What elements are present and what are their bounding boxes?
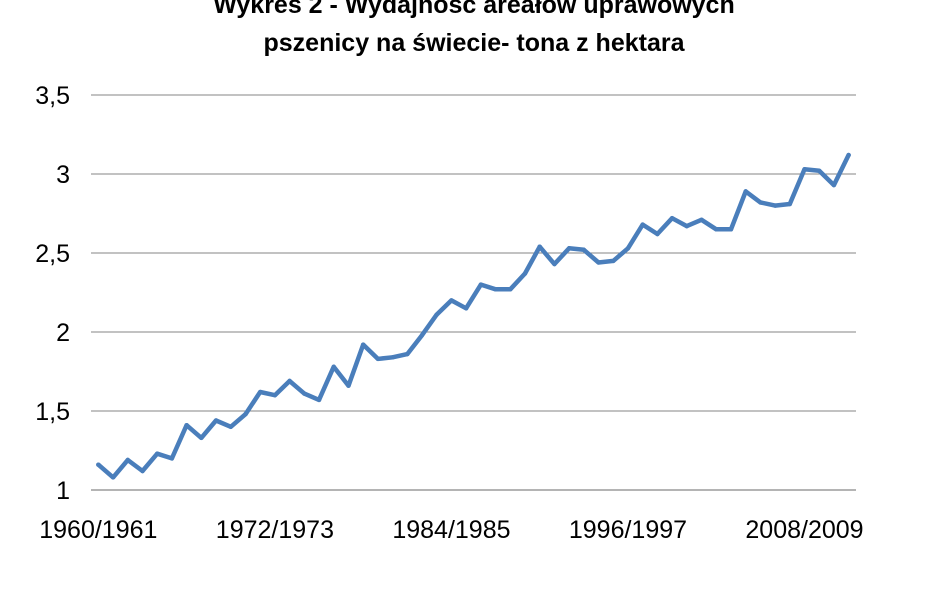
gridlines <box>91 94 856 412</box>
chart-title: Wykres 2 - Wydajność areałów uprawowych … <box>0 0 948 62</box>
data-point <box>169 456 175 461</box>
data-point <box>155 451 160 456</box>
data-point <box>110 475 116 480</box>
data-point <box>566 246 572 251</box>
data-point <box>478 282 484 287</box>
data-point <box>316 397 322 403</box>
data-point <box>714 227 719 232</box>
data-point <box>243 411 248 417</box>
y-tick-label: 1 <box>56 477 70 505</box>
data-point <box>140 468 145 474</box>
data-point <box>655 231 660 237</box>
data-point <box>96 462 101 467</box>
series-line <box>96 152 851 480</box>
data-point <box>302 391 307 396</box>
chart-title-line2: pszenicy na świecie- tona z hektara <box>263 29 685 57</box>
data-point <box>758 200 763 205</box>
data-point <box>625 246 631 251</box>
chart-title-line1: Wykres 2 - Wydajność areałów uprawowych <box>213 0 735 19</box>
data-point <box>802 167 807 172</box>
data-point <box>463 306 469 311</box>
data-point <box>611 258 616 264</box>
data-point <box>684 223 690 229</box>
data-point <box>257 389 263 395</box>
data-point <box>581 247 587 253</box>
data-point <box>552 261 557 267</box>
data-point <box>669 216 675 221</box>
data-point <box>831 182 837 188</box>
data-point <box>199 435 204 441</box>
data-point <box>817 168 822 174</box>
x-tick-label: 1984/1985 <box>392 516 510 544</box>
data-point <box>272 393 278 398</box>
data-point <box>287 378 292 384</box>
data-point <box>125 457 130 463</box>
data-point <box>449 298 454 303</box>
data-point <box>846 152 851 158</box>
x-axis-ticks: 1960/1961 1972/1973 1984/1985 1996/1997 2008… <box>39 516 863 544</box>
data-point <box>375 356 381 362</box>
data-point <box>537 244 542 249</box>
data-point <box>699 217 704 223</box>
x-tick-label: 1960/1961 <box>39 516 157 544</box>
y-tick-label: 2,5 <box>35 240 70 268</box>
data-point <box>346 383 351 388</box>
data-point <box>772 203 778 208</box>
data-point <box>360 342 366 347</box>
data-point <box>522 271 528 276</box>
data-point <box>228 424 233 429</box>
data-point <box>743 189 748 194</box>
data-point <box>213 418 219 423</box>
y-tick-label: 2 <box>56 319 70 347</box>
x-tick-label: 1972/1973 <box>216 516 334 544</box>
y-axis-ticks: 1 1,5 2 2,5 3 3,5 <box>35 82 70 505</box>
y-tick-label: 3,5 <box>35 82 70 110</box>
data-point <box>493 287 498 292</box>
data-point <box>419 332 425 338</box>
x-tick-label: 2008/2009 <box>745 516 863 544</box>
data-point <box>390 355 395 360</box>
data-point <box>405 351 410 357</box>
series-line-group <box>96 152 851 480</box>
y-tick-label: 3 <box>56 161 70 189</box>
data-point <box>508 287 513 292</box>
data-point <box>331 364 336 369</box>
data-point <box>434 312 439 317</box>
data-point <box>728 227 734 232</box>
data-point <box>787 201 792 207</box>
data-point <box>184 423 189 428</box>
x-tick-label: 1996/1997 <box>569 516 687 544</box>
y-tick-label: 1,5 <box>35 398 70 426</box>
data-point <box>596 260 601 265</box>
data-point <box>640 222 645 227</box>
